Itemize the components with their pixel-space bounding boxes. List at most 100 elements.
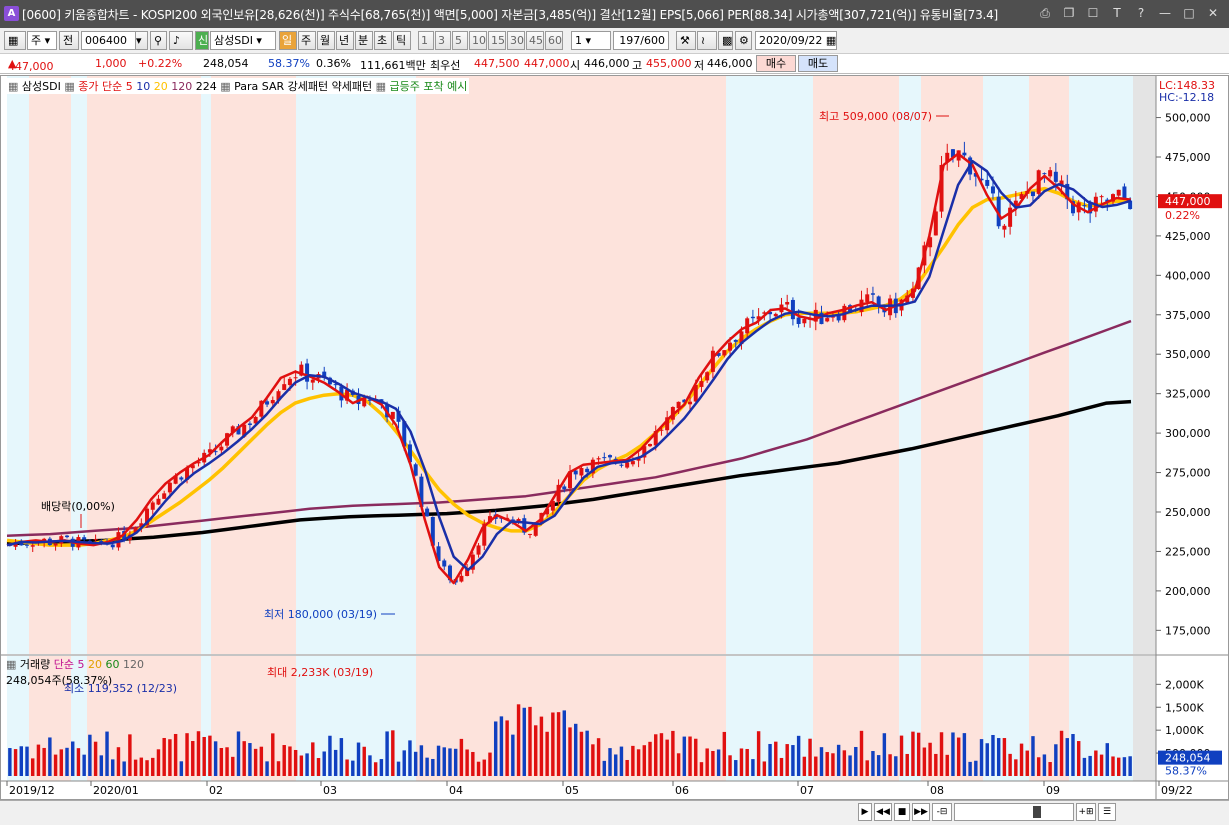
close-icon[interactable]: ✕ [1207,6,1219,20]
restore-window-icon[interactable]: ❐ [1063,6,1075,20]
candle-body-71 [413,464,418,476]
volume-bar-146 [842,750,847,776]
tools-icon[interactable]: ⚒ [676,31,696,50]
number-tab-5[interactable]: 5 [452,31,468,50]
chart-type-icon[interactable]: ▦ [4,31,26,50]
fast-forward-icon[interactable]: ▶▶ [912,803,930,821]
scroll-right-icon[interactable]: ▶ [858,803,872,821]
volume-bar-150 [865,760,869,776]
count-select-value: 1 [575,34,582,47]
volume-bar-188 [1082,757,1087,776]
interval-tab-4[interactable]: 분 [355,31,373,50]
count-select[interactable]: 1 ▾ [571,31,611,50]
volume-bar-165 [951,732,955,776]
chart-area[interactable]: 500,000475,000450,000425,000400,000375,0… [0,75,1229,800]
zoom-in-icon[interactable]: +⊞ [1076,803,1096,821]
volume-bar-124 [716,749,721,776]
volume-bar-162 [934,753,938,776]
open-price: 446,000 [584,57,630,70]
zoom-slider-thumb[interactable] [1033,806,1041,818]
volume-bar-181 [1042,754,1047,776]
volume-bar-40 [236,731,241,776]
volume-bar-119 [688,736,692,776]
help-button[interactable]: ? [1137,6,1145,20]
number-tab-60[interactable]: 60 [545,31,563,50]
save-chart-icon[interactable]: ▩ [718,31,733,50]
stop-icon[interactable]: ■ [894,803,910,821]
compare-icon[interactable]: ≀ [697,31,717,50]
prev-button[interactable]: 전 [59,31,79,50]
candle-body-125 [722,350,727,356]
candle-body-108 [625,462,630,468]
candle-body-128 [739,331,744,345]
volume-bar-62 [362,746,366,776]
volume-bar-67 [391,730,395,776]
price-tick-label-13: 175,000 [1165,624,1211,637]
candle-body-19 [116,532,121,548]
pin-icon[interactable]: ⎙ [1040,6,1050,20]
number-tab-15[interactable]: 15 [488,31,506,50]
volume-bar-105 [608,748,612,776]
interval-tab-0[interactable]: 일 [279,31,297,50]
interval-tab-5[interactable]: 초 [374,31,392,50]
save-icon[interactable]: ☐ [1087,6,1099,20]
sound-icon[interactable]: ♪ [169,31,193,50]
volume-bar-72 [419,745,424,776]
volume-bar-134 [774,741,778,776]
number-tab-3[interactable]: 3 [435,31,451,50]
volume-bar-39 [231,756,235,776]
candle-body-45 [265,401,270,405]
interval-tab-2[interactable]: 월 [317,31,335,50]
volume-bar-16 [99,755,104,776]
volume-bar-117 [676,753,681,776]
settings-icon[interactable]: ⚙ [735,31,752,50]
number-tab-30[interactable]: 30 [507,31,525,50]
period-type-select[interactable]: 주 ▾ [27,31,57,50]
candle-body-134 [773,313,778,317]
zoom-slider[interactable] [954,803,1074,821]
chart-scrollbar[interactable]: ▶ ◀◀ ■ ▶▶ -⊟ +⊞ ☰ [0,800,1229,825]
volume-bar-1 [13,749,18,776]
code-dropdown-icon[interactable]: ▾ [135,31,148,50]
stock-code-input[interactable]: 006400 [81,31,147,50]
candle-body-126 [728,342,733,351]
minimize-icon[interactable]: — [1159,6,1171,20]
volume-tick-label-0: 2,000K [1165,678,1204,691]
price-chart[interactable]: 500,000475,000450,000425,000400,000375,0… [1,76,1228,799]
interval-tab-1[interactable]: 주 [298,31,316,50]
sell-button[interactable]: 매도 [798,55,838,72]
volume-bar-54 [316,758,321,776]
volume-bar-11 [71,741,75,776]
candle-body-104 [602,457,607,459]
high-label: 고 [632,59,643,72]
scroll-controls: ▶ ◀◀ ■ ▶▶ -⊟ +⊞ ☰ [858,803,1116,821]
maximize-icon[interactable]: □ [1183,6,1195,20]
volume-bar-132 [762,761,767,776]
menu-icon[interactable]: ☰ [1098,803,1116,821]
date-input[interactable]: 2020/09/22 ▦ [755,31,837,50]
number-tab-10[interactable]: 10 [469,31,487,50]
band-price-5 [211,76,296,654]
number-tab-45[interactable]: 45 [526,31,544,50]
rewind-icon[interactable]: ◀◀ [874,803,892,821]
candle-body-25 [150,502,155,510]
font-size-icon[interactable]: T [1113,6,1121,20]
zoom-out-icon[interactable]: -⊟ [932,803,952,821]
candle-body-62 [362,398,367,407]
candle-body-2 [19,542,24,546]
candle-body-114 [659,429,664,431]
candle-body-123 [710,350,715,372]
interval-tab-3[interactable]: 년 [336,31,354,50]
candle-body-181 [1042,173,1047,175]
band-volume-2 [71,656,87,781]
buy-button[interactable]: 매수 [756,55,796,72]
candle-body-101 [585,468,590,473]
candle-body-185 [1065,183,1070,200]
interval-tab-6[interactable]: 틱 [393,31,411,50]
volume-bar-96 [556,712,561,776]
band-price-12 [983,76,1029,654]
number-tab-1[interactable]: 1 [418,31,434,50]
volume-bar-75 [436,745,441,776]
stock-name-field[interactable]: 삼성SDI ▾ [210,31,276,50]
search-icon[interactable]: ⚲ [150,31,167,50]
